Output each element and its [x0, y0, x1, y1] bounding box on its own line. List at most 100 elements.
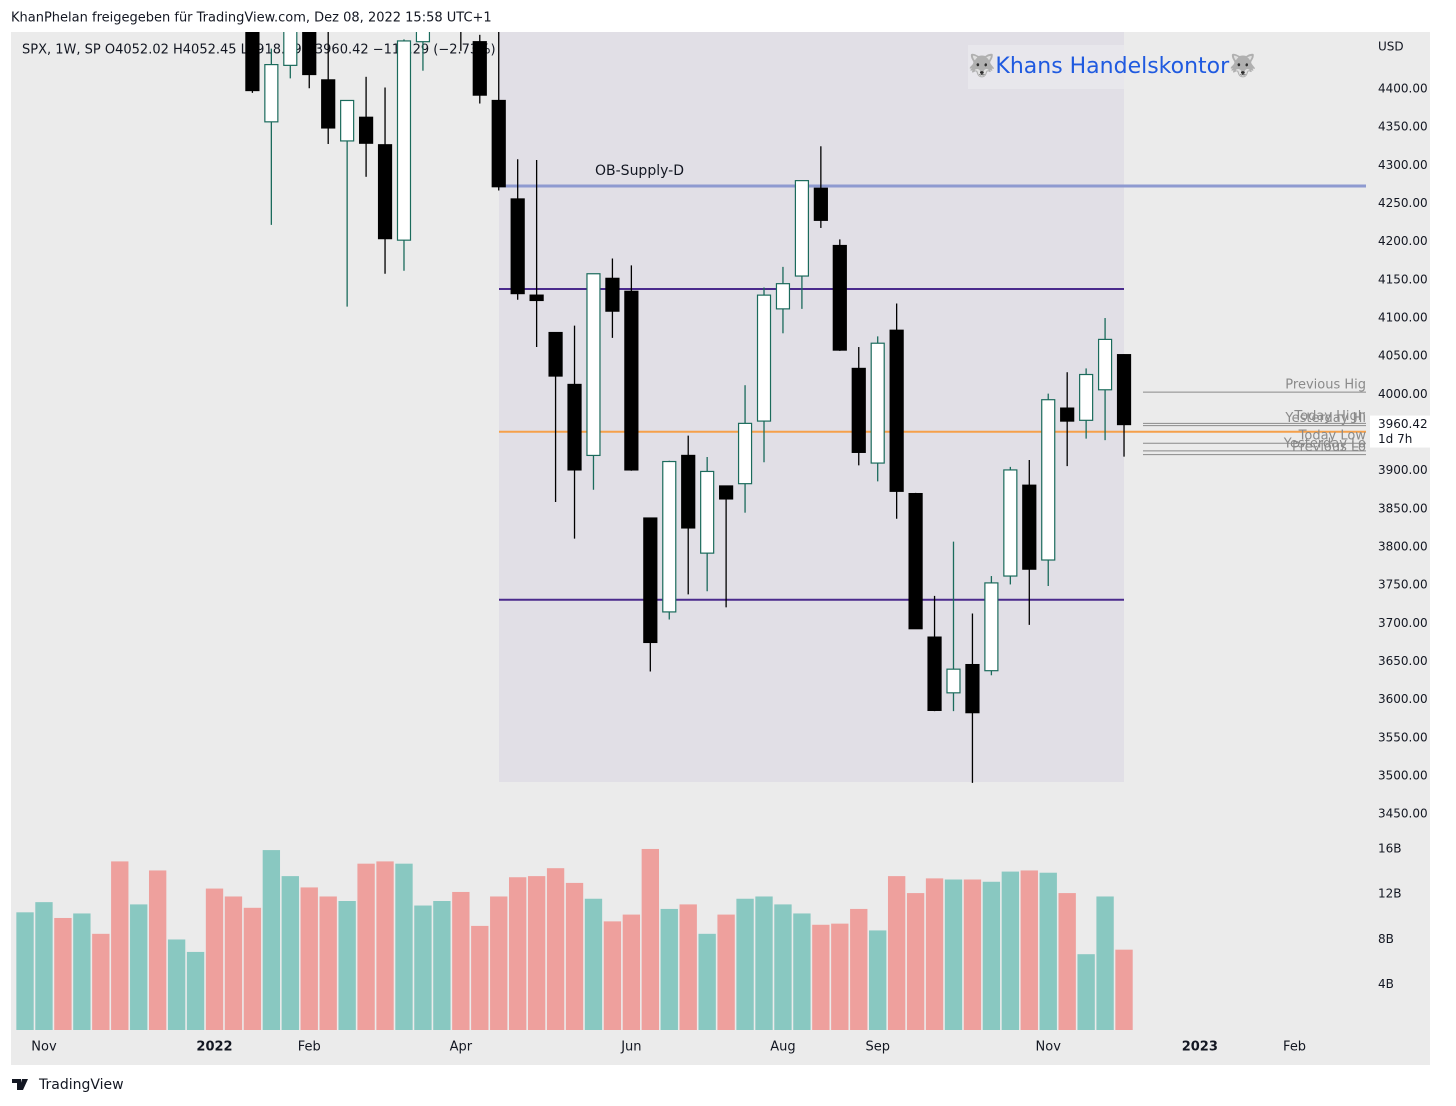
price-tick-label: 4350.00 [1378, 120, 1428, 134]
candle-body [491, 99, 506, 188]
candle-body [719, 485, 734, 500]
volume-bar [319, 896, 337, 1030]
candle-body [605, 277, 620, 312]
volume-bar [1039, 872, 1057, 1030]
volume-bar [774, 904, 792, 1030]
price-tick-label: 4050.00 [1378, 349, 1428, 363]
price-tick-label: 4100.00 [1378, 311, 1428, 325]
price-tick-label: 3500.00 [1378, 769, 1428, 783]
time-tick-label: Sep [865, 1040, 890, 1055]
candle-body [415, 32, 431, 43]
volume-tick-label: 4B [1378, 977, 1394, 991]
price-tick-label: 4000.00 [1378, 387, 1428, 401]
volume-bar [509, 877, 527, 1030]
volume-bar [414, 905, 432, 1030]
volume-bar [812, 924, 830, 1030]
logo-icon [12, 1079, 28, 1090]
volume-bar [471, 925, 489, 1030]
candle-body [1041, 399, 1056, 561]
price-tick-label: 4200.00 [1378, 234, 1428, 248]
volume-bar [130, 904, 148, 1030]
candle-body [472, 41, 487, 96]
candle-body [1116, 354, 1132, 426]
volume-tick-label: 12B [1378, 887, 1402, 901]
time-tick-label: 2022 [196, 1040, 232, 1055]
session-level-label: Today High [1293, 409, 1366, 424]
candle-body [567, 383, 582, 471]
share-header: KhanPhelan freigegeben für TradingView.c… [11, 11, 492, 26]
volume-bar [490, 896, 508, 1030]
candle-body [643, 517, 658, 644]
volume-bar [887, 876, 906, 1030]
volume-bar [73, 913, 91, 1030]
candle-body [756, 294, 772, 422]
volume-bar [869, 930, 887, 1030]
candle-body [1022, 484, 1037, 570]
time-tick-label: Nov [1036, 1040, 1062, 1055]
price-tick-label: 3900.00 [1378, 463, 1428, 477]
candle-body [529, 294, 544, 302]
volume-bar [1077, 954, 1095, 1030]
volume-bar [300, 887, 318, 1030]
volume-bar [546, 868, 565, 1030]
candle-body [889, 329, 904, 492]
volume-bar [92, 933, 110, 1030]
volume-bar [736, 898, 754, 1030]
price-tick-label: 3850.00 [1378, 501, 1428, 515]
candle-body [1003, 469, 1018, 577]
candle-body [548, 331, 563, 377]
candle-body [586, 273, 601, 457]
volume-bar [1020, 870, 1038, 1030]
candle-body [927, 636, 942, 711]
volume-bar [1115, 949, 1133, 1030]
last-price: 3960.42 [1378, 417, 1428, 431]
candle-body [340, 99, 355, 142]
volume-bar [603, 921, 622, 1030]
price-tick-label: 3750.00 [1378, 578, 1428, 592]
price-tick-label: 3650.00 [1378, 654, 1428, 668]
candle-body [946, 668, 961, 694]
volume-bar [831, 923, 849, 1030]
candle-body [662, 460, 677, 613]
watermark-bg [968, 45, 1124, 89]
volume-bar [357, 863, 375, 1030]
price-tick-label: 3600.00 [1378, 692, 1428, 706]
volume-bar [906, 893, 925, 1030]
volume-bar [281, 876, 299, 1030]
candle-body [832, 244, 847, 351]
volume-bar [395, 863, 413, 1030]
candle-body [245, 32, 260, 92]
volume-bar [148, 870, 167, 1030]
candle-body [510, 198, 525, 295]
time-tick-label: Jun [620, 1040, 641, 1055]
candle-body [396, 40, 412, 241]
price-tick-label: 3700.00 [1378, 616, 1428, 630]
volume-bar [963, 879, 982, 1030]
volume-bar [167, 939, 186, 1030]
volume-bar [1058, 893, 1076, 1030]
session-level-label: Today Low [1298, 429, 1367, 444]
candle-body [794, 180, 810, 277]
volume-bar [35, 902, 53, 1030]
highlight-zone [499, 32, 1124, 782]
price-tick-label: 4300.00 [1378, 158, 1428, 172]
volume-bar [660, 908, 678, 1030]
logo-text: TradingView [38, 1077, 124, 1093]
candle-body [681, 454, 696, 529]
candle-body [377, 144, 393, 240]
volume-bar [433, 901, 451, 1030]
volume-bar [243, 907, 262, 1030]
candle-body [908, 492, 923, 630]
volume-bar [224, 896, 243, 1030]
volume-tick-label: 16B [1378, 841, 1402, 855]
plot-area: SPX, 1W, SP O4052.02 H4052.45 L3918.39 C… [16, 32, 1367, 1030]
session-level-label: Yesterday Lo [1283, 436, 1366, 451]
price-tick-label: 3800.00 [1378, 540, 1428, 554]
volume-bar [452, 891, 470, 1030]
volume-bar [1096, 896, 1114, 1030]
volume-bar [584, 898, 603, 1030]
volume-bar [338, 901, 356, 1030]
volume-bar [850, 908, 868, 1030]
session-level-label: Previous Lo [1292, 440, 1366, 455]
volume-bar [111, 861, 129, 1030]
